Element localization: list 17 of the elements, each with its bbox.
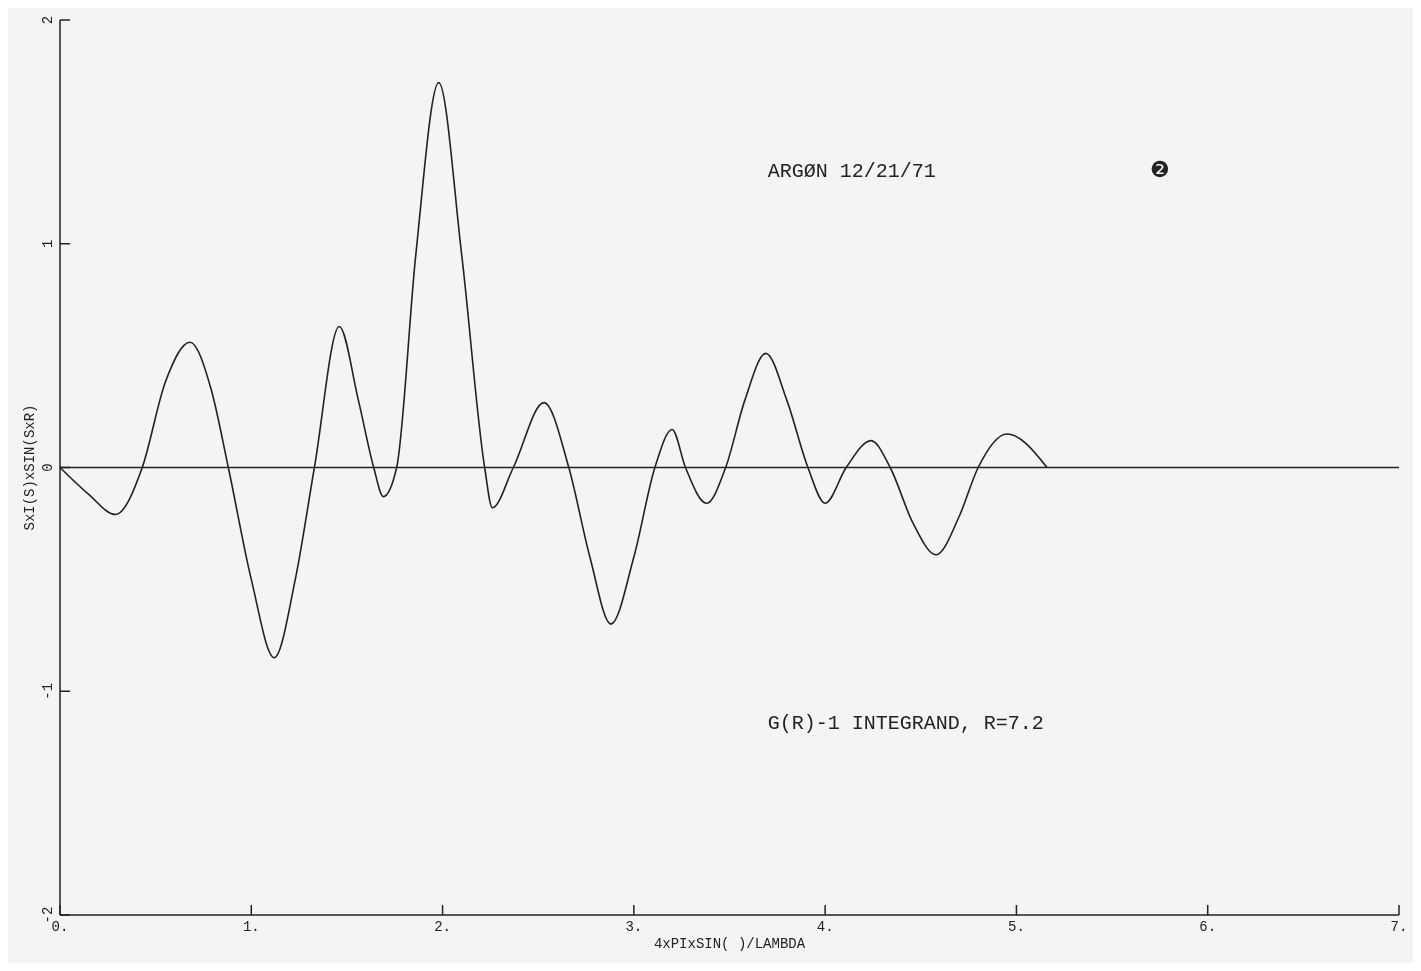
- x-tick-label: 6.: [1199, 919, 1217, 935]
- x-tick-label: 1.: [242, 919, 260, 935]
- x-tick-label: 5.: [1008, 919, 1025, 935]
- x-tick-label: 4.: [816, 919, 834, 935]
- annotation: ❷: [1150, 158, 1171, 184]
- y-tick-label: -1: [40, 682, 56, 700]
- annotation: ARGØN 12/21/71: [767, 159, 936, 183]
- y-axis-title: SxI(S)xSIN(SxR): [22, 404, 38, 531]
- x-tick-label: 0.: [51, 919, 69, 935]
- y-tick-label: 1: [40, 239, 56, 248]
- x-axis-title: 4xPIxSIN( )/LAMBDA: [653, 936, 806, 952]
- y-tick-label: 2: [40, 15, 56, 25]
- x-tick-label: 7.: [1390, 919, 1408, 935]
- x-tick-label: 3.: [625, 919, 643, 935]
- x-tick-label: 2.: [434, 919, 451, 935]
- y-tick-label: 0: [40, 463, 56, 472]
- annotation: G(R)-1 INTEGRAND, R=7.2: [767, 712, 1044, 736]
